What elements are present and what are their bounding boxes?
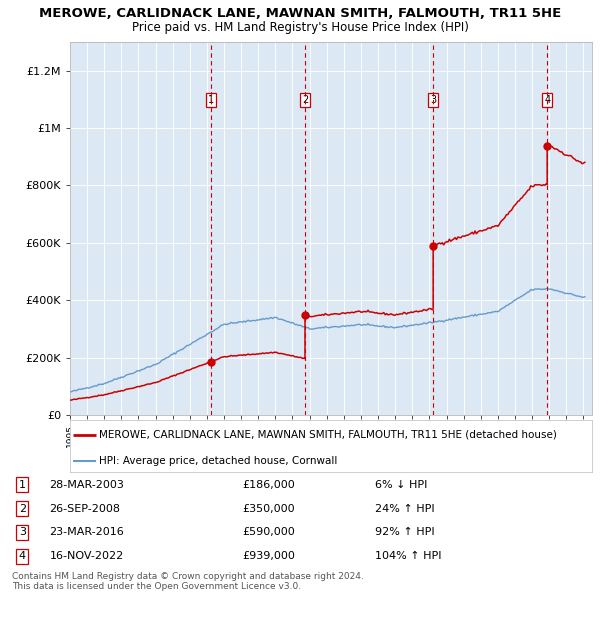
- Text: £939,000: £939,000: [242, 551, 295, 561]
- Text: 1: 1: [19, 480, 26, 490]
- Text: £350,000: £350,000: [242, 503, 295, 513]
- Text: 4: 4: [19, 551, 26, 561]
- Text: Price paid vs. HM Land Registry's House Price Index (HPI): Price paid vs. HM Land Registry's House …: [131, 21, 469, 34]
- Text: 6% ↓ HPI: 6% ↓ HPI: [375, 480, 427, 490]
- Text: 2: 2: [302, 95, 308, 105]
- Text: 16-NOV-2022: 16-NOV-2022: [49, 551, 124, 561]
- Text: 104% ↑ HPI: 104% ↑ HPI: [375, 551, 442, 561]
- Text: 26-SEP-2008: 26-SEP-2008: [49, 503, 121, 513]
- Text: HPI: Average price, detached house, Cornwall: HPI: Average price, detached house, Corn…: [99, 456, 337, 466]
- Text: Contains HM Land Registry data © Crown copyright and database right 2024.
This d: Contains HM Land Registry data © Crown c…: [12, 572, 364, 591]
- Text: 3: 3: [430, 95, 436, 105]
- Text: 28-MAR-2003: 28-MAR-2003: [49, 480, 124, 490]
- Text: 23-MAR-2016: 23-MAR-2016: [49, 528, 124, 538]
- Text: 24% ↑ HPI: 24% ↑ HPI: [375, 503, 434, 513]
- Text: 2: 2: [19, 503, 26, 513]
- Text: 3: 3: [19, 528, 26, 538]
- Text: 4: 4: [544, 95, 550, 105]
- Text: 92% ↑ HPI: 92% ↑ HPI: [375, 528, 434, 538]
- Text: £186,000: £186,000: [242, 480, 295, 490]
- Text: MEROWE, CARLIDNACK LANE, MAWNAN SMITH, FALMOUTH, TR11 5HE (detached house): MEROWE, CARLIDNACK LANE, MAWNAN SMITH, F…: [99, 430, 557, 440]
- Text: £590,000: £590,000: [242, 528, 295, 538]
- Text: 1: 1: [208, 95, 214, 105]
- Text: MEROWE, CARLIDNACK LANE, MAWNAN SMITH, FALMOUTH, TR11 5HE: MEROWE, CARLIDNACK LANE, MAWNAN SMITH, F…: [39, 7, 561, 20]
